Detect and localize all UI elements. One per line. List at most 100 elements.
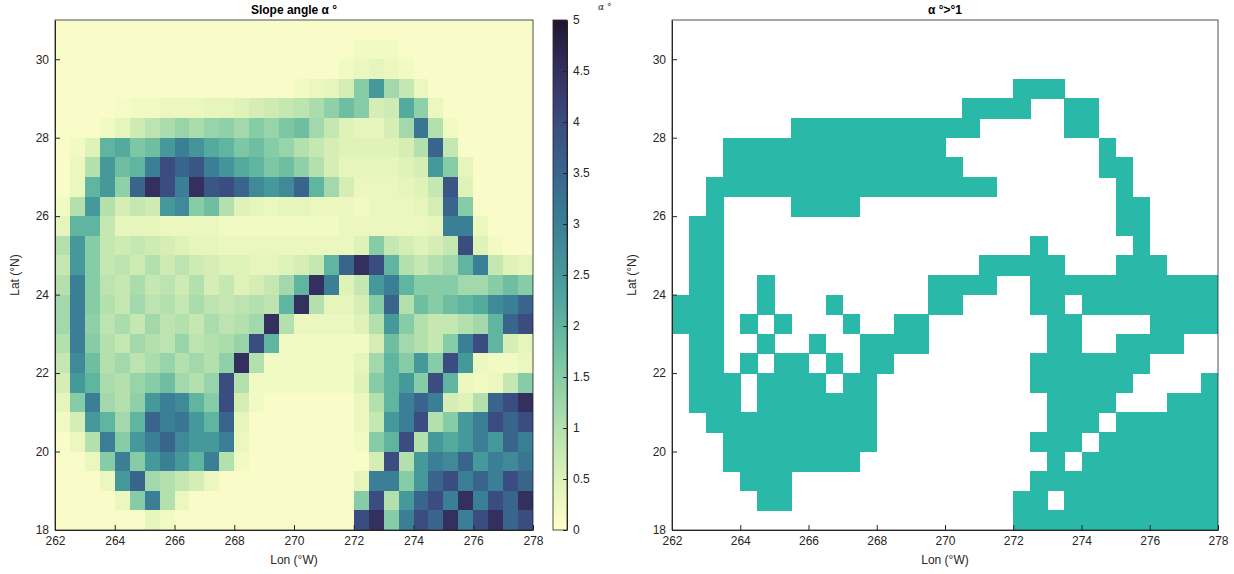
cell [414,353,430,373]
cell [279,40,295,60]
cell [458,20,474,40]
cell [414,510,430,530]
cell [443,255,459,275]
cell [414,295,430,315]
cell [339,412,355,432]
tick-label: 264 [731,534,751,548]
cell [204,59,220,79]
cell [689,295,707,315]
cell [145,334,161,354]
cell [488,177,504,197]
cell [115,393,131,413]
cell [130,491,146,511]
cell [324,118,340,138]
cell [369,236,385,256]
tick: 272 [344,525,364,548]
cell [339,40,355,60]
cell [130,40,146,60]
cell [309,334,325,354]
cell [723,138,741,158]
cell [1082,393,1100,413]
cell [219,412,235,432]
cell [1167,510,1185,530]
cell [443,510,459,530]
cell [414,432,430,452]
cell [100,197,116,217]
cell [1082,353,1100,373]
cell [809,432,827,452]
tick-mark [740,525,741,530]
cell [503,275,519,295]
cell [324,353,340,373]
cell [85,275,101,295]
cell [894,314,912,334]
cell [249,432,265,452]
cell [774,432,792,452]
cell [189,471,205,491]
tick-label: 268 [867,534,887,548]
tick-label: 2 [573,319,580,333]
cell [160,236,176,256]
cell [414,216,430,236]
cell [145,275,161,295]
cell [399,412,415,432]
cell [324,157,340,177]
cell [264,197,280,217]
cell [672,314,690,334]
cell [1082,118,1100,138]
cell [130,197,146,217]
cell [219,20,235,40]
cell [234,40,250,60]
cell [160,510,176,530]
cell [473,393,489,413]
cell [860,393,878,413]
tick: 266 [799,525,819,548]
cell [189,20,205,40]
cell [488,412,504,432]
cell [809,118,827,138]
cell [791,373,809,393]
cell [175,295,191,315]
cell [399,353,415,373]
x-axis: 262264266268270272274276278 [45,525,543,548]
plot-area [672,20,1218,530]
tick: 270 [935,525,955,548]
cell [473,510,489,530]
tick: 1 [563,421,580,435]
cell [160,216,176,236]
cell [962,177,980,197]
cell [294,98,310,118]
cell [928,157,946,177]
cell [1030,236,1048,256]
tick: 2.5 [563,268,590,282]
cell [160,295,176,315]
cell [70,334,86,354]
cell [279,314,295,334]
cell [384,216,400,236]
cell [1047,353,1065,373]
cell [279,79,295,99]
cell [219,216,235,236]
cell [130,98,146,118]
cell [1013,510,1031,530]
cell [249,236,265,256]
cell [689,216,707,236]
plot-background [55,20,533,530]
cell [160,452,176,472]
cell [488,40,504,60]
cell [428,138,444,158]
cell [503,334,519,354]
cell [234,334,250,354]
cell [249,491,265,511]
cell [1047,393,1065,413]
tick-label: 274 [404,534,424,548]
cell [488,197,504,217]
cell [414,79,430,99]
cell [85,255,101,275]
cell [324,255,340,275]
cell [723,157,741,177]
cell [1030,255,1048,275]
cell [1116,216,1134,236]
cell [309,236,325,256]
cell [130,275,146,295]
